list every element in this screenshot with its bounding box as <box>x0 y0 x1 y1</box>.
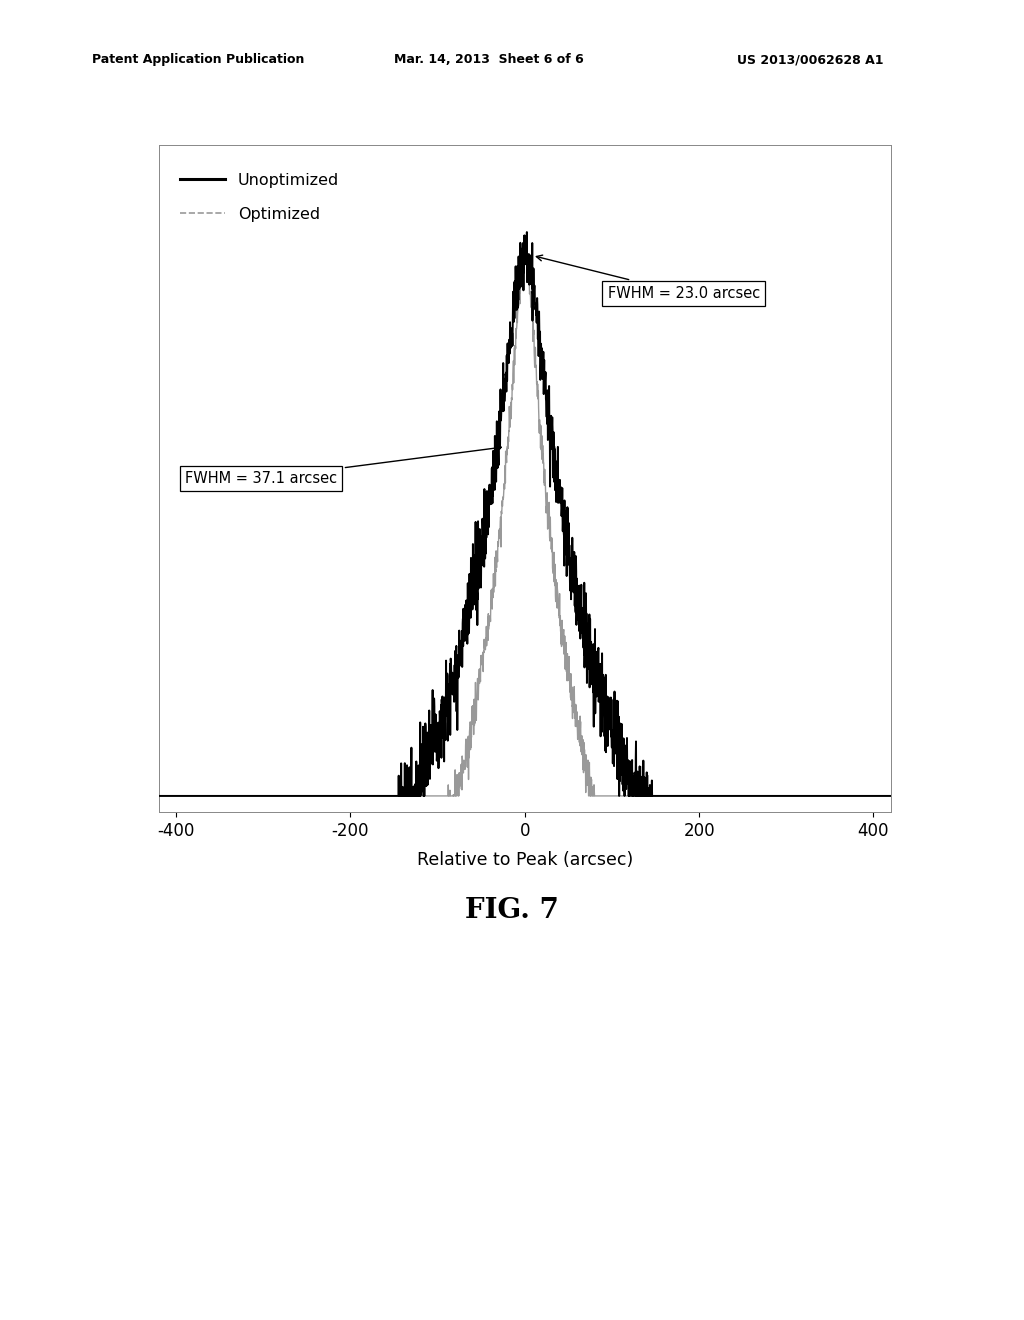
Legend: Unoptimized, Optimized: Unoptimized, Optimized <box>174 166 345 228</box>
X-axis label: Relative to Peak (arcsec): Relative to Peak (arcsec) <box>417 850 633 869</box>
Text: US 2013/0062628 A1: US 2013/0062628 A1 <box>737 53 884 66</box>
Text: Mar. 14, 2013  Sheet 6 of 6: Mar. 14, 2013 Sheet 6 of 6 <box>394 53 584 66</box>
Text: Patent Application Publication: Patent Application Publication <box>92 53 304 66</box>
Text: FIG. 7: FIG. 7 <box>465 898 559 924</box>
Text: FWHM = 23.0 arcsec: FWHM = 23.0 arcsec <box>537 255 760 301</box>
Text: FWHM = 37.1 arcsec: FWHM = 37.1 arcsec <box>185 445 502 486</box>
